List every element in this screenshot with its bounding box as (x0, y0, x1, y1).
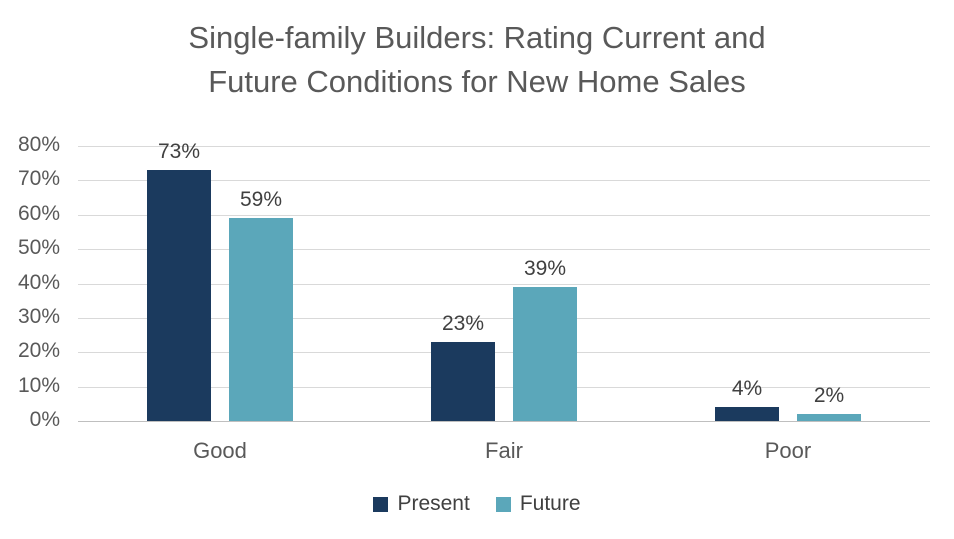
chart-legend: Present Future (0, 492, 954, 516)
legend-swatch-present (373, 496, 389, 512)
data-label: 2% (813, 384, 845, 407)
y-tick-label: 10% (17, 374, 60, 397)
bar-present-poor (715, 407, 779, 421)
bar-present-good (147, 170, 211, 421)
data-label: 59% (239, 188, 283, 211)
category-label-fair: Fair (485, 438, 523, 463)
category-label-good: Good (193, 438, 247, 463)
gridline (78, 318, 930, 319)
bar-future-fair (513, 287, 577, 421)
gridline (78, 284, 930, 285)
y-tick-label: 20% (17, 339, 60, 362)
y-tick-label: 0% (29, 408, 60, 431)
bar-future-poor (797, 414, 861, 421)
x-axis-baseline (78, 421, 930, 422)
y-tick-label: 50% (17, 236, 60, 259)
y-tick-label: 70% (17, 167, 60, 190)
gridline (78, 180, 930, 181)
bar-future-good (229, 218, 293, 421)
legend-swatch-future (495, 496, 511, 512)
gridline (78, 215, 930, 216)
data-label: 73% (157, 140, 201, 163)
y-tick-label: 60% (17, 202, 60, 225)
data-label: 23% (441, 312, 485, 335)
gridline (78, 387, 930, 388)
bar-present-fair (431, 342, 495, 421)
y-tick-label: 40% (17, 271, 60, 294)
legend-label-future: Future (519, 492, 581, 515)
gridline (78, 146, 930, 147)
chart-title: Single-family Builders: Rating Current a… (188, 20, 766, 100)
y-tick-label: 80% (17, 133, 60, 156)
gridline (78, 249, 930, 250)
legend-label-present: Present (397, 492, 470, 515)
data-label: 4% (731, 377, 763, 400)
data-label: 39% (523, 257, 567, 280)
legend-item-present: Present (373, 492, 470, 516)
y-tick-label: 30% (17, 305, 60, 328)
category-label-poor: Poor (764, 438, 812, 463)
gridline (78, 352, 930, 353)
legend-item-future: Future (495, 492, 581, 516)
